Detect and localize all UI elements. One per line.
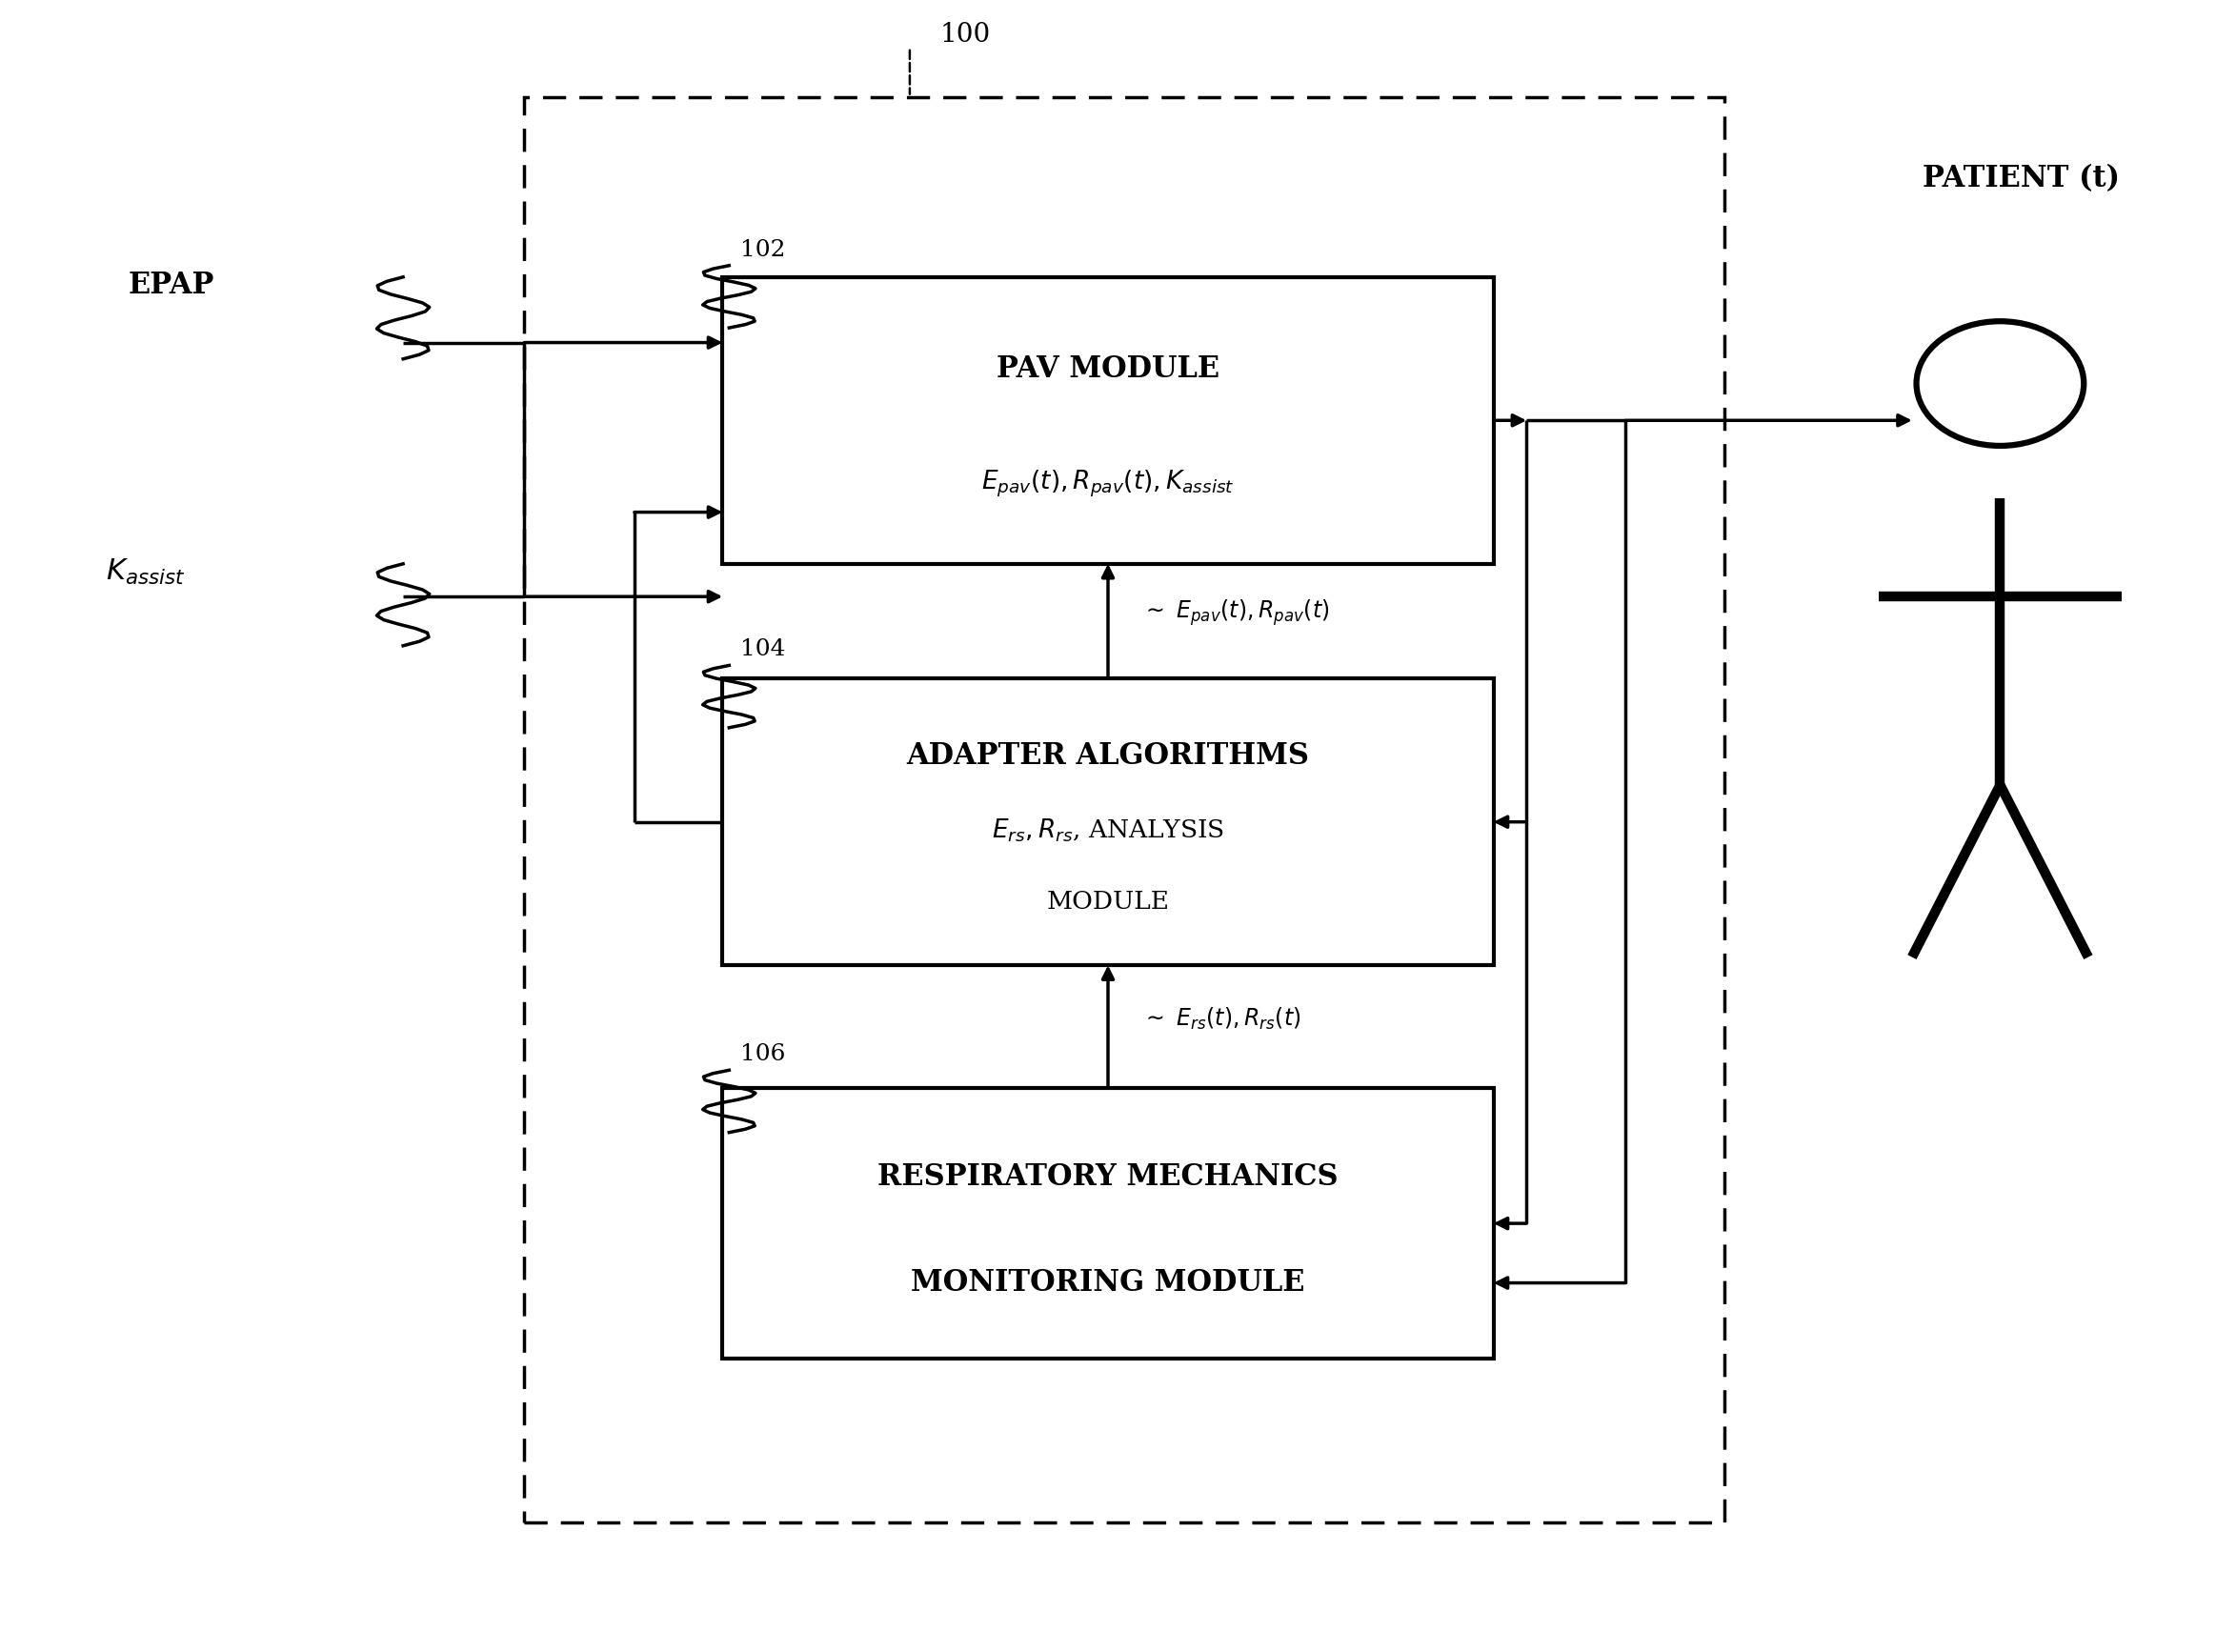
Bar xyxy=(525,97,1724,1523)
Text: 104: 104 xyxy=(740,639,784,661)
Text: $K_{assist}$: $K_{assist}$ xyxy=(106,557,186,586)
Text: 100: 100 xyxy=(940,21,991,48)
Text: PAV MODULE: PAV MODULE xyxy=(997,354,1219,383)
Text: 106: 106 xyxy=(740,1044,784,1066)
Text: $\sim$ $E_{rs}(t), R_{rs}(t)$: $\sim$ $E_{rs}(t), R_{rs}(t)$ xyxy=(1141,1006,1301,1031)
Text: EPAP: EPAP xyxy=(129,271,215,301)
Text: ADAPTER ALGORITHMS: ADAPTER ALGORITHMS xyxy=(906,742,1310,771)
Text: $\sim$ $E_{pav}(t), R_{pav}(t)$: $\sim$ $E_{pav}(t), R_{pav}(t)$ xyxy=(1141,598,1330,628)
Text: PATIENT (t): PATIENT (t) xyxy=(1923,164,2121,193)
Text: MONITORING MODULE: MONITORING MODULE xyxy=(911,1269,1305,1298)
Text: 102: 102 xyxy=(740,238,784,261)
Bar xyxy=(722,278,1494,563)
Text: MODULE: MODULE xyxy=(1046,890,1170,914)
Bar xyxy=(722,1089,1494,1358)
Text: $E_{pav}(t), R_{pav}(t), K_{assist}$: $E_{pav}(t), R_{pav}(t), K_{assist}$ xyxy=(982,468,1234,499)
Text: RESPIRATORY MECHANICS: RESPIRATORY MECHANICS xyxy=(878,1163,1338,1193)
Text: $E_{rs}, R_{rs}$, ANALYSIS: $E_{rs}, R_{rs}$, ANALYSIS xyxy=(993,818,1223,844)
Bar xyxy=(722,679,1494,965)
